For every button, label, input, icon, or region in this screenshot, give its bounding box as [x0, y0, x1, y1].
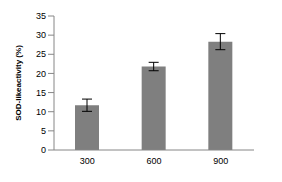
svg-text:5: 5 [41, 126, 46, 136]
svg-text:30: 30 [36, 30, 46, 40]
svg-text:600: 600 [146, 156, 161, 166]
svg-text:0: 0 [41, 145, 46, 155]
svg-text:300: 300 [80, 156, 95, 166]
svg-text:25: 25 [36, 49, 46, 59]
svg-text:35: 35 [36, 11, 46, 21]
svg-text:15: 15 [36, 88, 46, 98]
svg-text:10: 10 [36, 107, 46, 117]
svg-text:20: 20 [36, 69, 46, 79]
svg-text:SOD-likeactivity (%): SOD-likeactivity (%) [14, 45, 23, 121]
svg-text:900: 900 [213, 156, 228, 166]
